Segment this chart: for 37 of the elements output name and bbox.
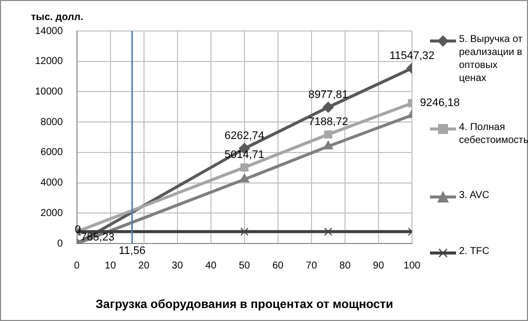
y-axis-title: тыс. долл. [31,12,84,23]
y-tick-label: 10000 [34,86,64,98]
x-tick-label: 10 [104,260,116,272]
data-label: 0 [74,224,81,236]
y-tick-label: 8000 [40,116,64,128]
text: 11,56 [118,245,146,258]
x-tick-label: 90 [372,260,384,272]
data-label: 11547,32 [389,50,435,62]
data-label: 8977,81 [308,88,348,101]
point [240,174,250,182]
legend-label: 3. AVC [459,189,490,202]
data-label: 7188,72 [308,116,348,128]
data-label: 6262,74 [224,130,264,142]
x-tick-label: 80 [339,260,351,272]
point [323,140,334,150]
y-tick-label: 0 [57,238,64,250]
x-tick-label: 30 [172,260,184,272]
x-tick-label: 0 [74,260,80,272]
point [324,228,332,236]
y-tick-label: 6000 [40,147,64,158]
point [322,102,334,113]
x-tick-label: 70 [306,260,318,272]
x-tick-label: 100 [404,260,421,272]
y-tick-label: 4000 [40,178,64,189]
y-tick-label: 14000 [34,26,64,37]
legend-label: 5. Выручка от реализации в оптовых ценах [459,33,524,85]
x-tick-label: 50 [238,260,250,272]
point [240,228,248,236]
legend-label: 4. Полная себестоимость [459,121,528,147]
x-tick-label: 20 [138,260,150,272]
legend-label: 2. TFC [459,245,490,258]
x-axis-title: Загрузка оборудования в процентах от мощности [96,297,394,312]
y-tick-label: 2000 [40,208,64,219]
x-tick-label: 60 [272,260,284,272]
y-tick-label: 12000 [34,56,64,68]
data-label: 9246,18 [420,97,460,110]
x-tick-label: 40 [205,260,217,272]
